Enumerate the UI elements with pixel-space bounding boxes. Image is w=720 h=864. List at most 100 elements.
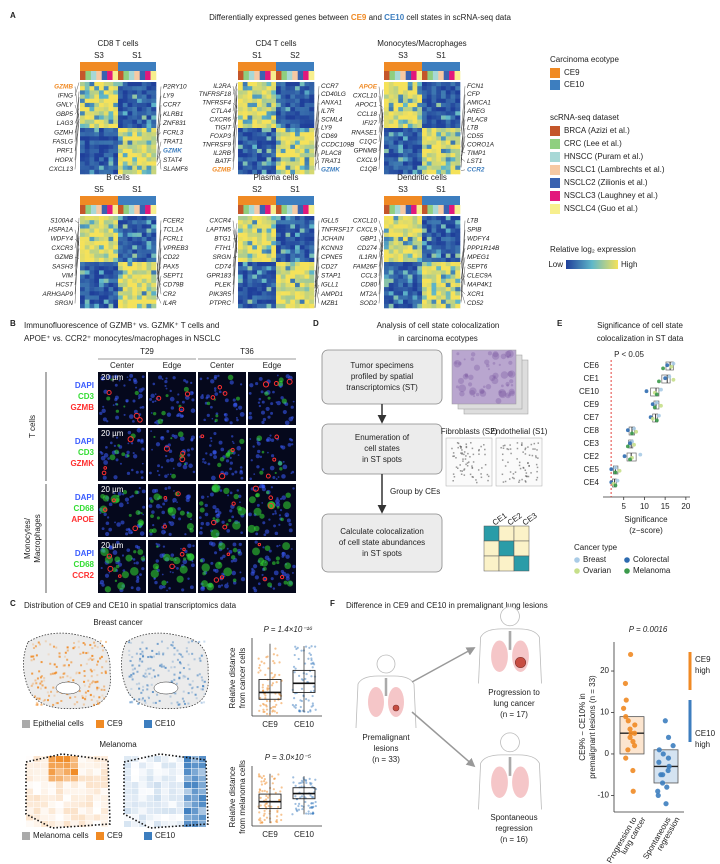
heatmap-cell: [407, 295, 413, 300]
heatmap-cell: [422, 299, 428, 305]
nucleus: [187, 453, 191, 457]
heatmap-cell: [436, 232, 442, 238]
panel-title: Distribution of CE9 and CE10 in spatial …: [24, 601, 237, 610]
target-signal: [118, 574, 122, 578]
tissue-outline: [123, 753, 209, 829]
heatmap-cell: [247, 245, 253, 250]
heatmap-cell: [247, 241, 253, 246]
heatmap-cell: [455, 86, 461, 91]
spot: [26, 782, 33, 788]
heatmap-cell: [280, 115, 286, 120]
heatmap-cell: [290, 228, 296, 234]
heatmap-cell: [252, 148, 258, 154]
body-torso: [355, 675, 417, 729]
heatmap-cell: [238, 90, 244, 95]
heatmap-cell: [80, 236, 86, 242]
heatmap-cell: [108, 257, 114, 263]
spot: [69, 696, 72, 699]
tissue-texture: [493, 375, 497, 378]
heatmap-cell: [445, 216, 451, 221]
marker-signal: [179, 510, 185, 516]
jitter-dot: [273, 699, 276, 702]
nucleus: [257, 582, 261, 586]
heatmap-cell: [108, 165, 114, 171]
heatmap-cell: [299, 157, 305, 162]
heatmap-cell: [426, 153, 432, 158]
heatmap-cell: [238, 253, 244, 259]
heatmap-cell: [271, 144, 277, 150]
nucleus: [211, 475, 216, 481]
heatmap-cell: [108, 282, 114, 288]
nucleus: [218, 440, 223, 445]
spot: [199, 801, 206, 808]
point: [628, 457, 632, 462]
heatmap-cell: [407, 253, 413, 259]
heatmap-cell: [122, 161, 128, 166]
heatmap-cell: [304, 119, 310, 125]
heatmap-cell: [137, 220, 143, 225]
spot: [93, 782, 101, 788]
heatmap-cell: [407, 274, 413, 280]
heatmap-cell: [247, 119, 253, 125]
x-tick-label: 15: [661, 502, 670, 511]
nucleus: [160, 506, 163, 509]
heatmap-cell: [388, 111, 394, 116]
nucleus: [215, 412, 219, 416]
nucleus: [257, 401, 261, 404]
nucleus: [258, 486, 261, 489]
marker-signal: [267, 582, 273, 588]
marker-signal: [106, 396, 111, 401]
heatmap-cell: [127, 232, 133, 238]
nucleus: [141, 375, 145, 379]
dataset-bar: [128, 71, 135, 80]
spot: [131, 664, 134, 667]
gene-connector: [232, 96, 238, 162]
spot: [146, 756, 154, 762]
heatmap-cell: [295, 245, 301, 250]
heatmap-cell: [271, 257, 277, 263]
heatmap-cell: [261, 98, 267, 104]
heatmap-cell: [94, 157, 100, 162]
spot: [184, 801, 191, 808]
nucleus: [186, 448, 190, 452]
spot: [139, 814, 146, 821]
map-spot: [502, 447, 505, 449]
dataset-bar: [449, 205, 455, 214]
heatmap-cell: [266, 90, 272, 95]
heatmap-cell: [94, 220, 100, 225]
heatmap-cell: [285, 262, 291, 267]
heatmap-cell: [266, 119, 272, 125]
heatmap-cell: [407, 98, 413, 104]
gene-label: CCR7: [163, 102, 181, 109]
spot: [87, 658, 90, 661]
heatmap-cell: [242, 140, 248, 146]
ecotype-bar: [276, 196, 314, 205]
nucleus: [168, 532, 172, 536]
nucleus: [152, 524, 155, 527]
spot: [93, 756, 101, 762]
heatmap-cell: [407, 111, 413, 116]
dataset-bar: [145, 71, 151, 80]
heatmap-cell: [238, 111, 244, 116]
heatmap-cell: [388, 102, 394, 108]
heatmap-cell: [242, 123, 248, 129]
marker-signal: [126, 454, 130, 458]
nucleus: [115, 415, 120, 420]
heatmap-cell: [384, 303, 390, 309]
heatmap-cell: [384, 82, 390, 87]
spot: [161, 821, 169, 827]
heatmap-cell: [118, 224, 124, 229]
heatmap-cell: [146, 107, 152, 112]
heatmap-cell: [137, 278, 143, 284]
heatmap-cell: [393, 165, 399, 171]
heatmap-cell: [242, 115, 248, 120]
heatmap-cell: [393, 295, 399, 300]
heatmap-cell: [398, 119, 404, 125]
direction-label: high: [695, 666, 710, 675]
spot: [87, 679, 90, 682]
gene-connector: [460, 248, 466, 265]
heatmap-cell: [257, 136, 263, 141]
gene-label: SEPT1: [163, 272, 184, 279]
heatmap-cell: [261, 144, 267, 150]
nucleus: [282, 460, 285, 463]
